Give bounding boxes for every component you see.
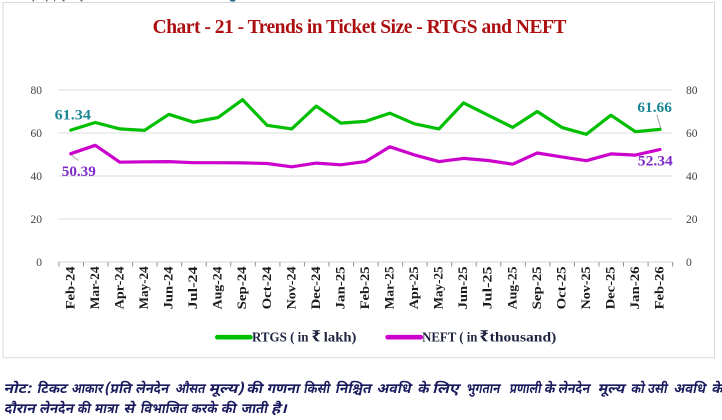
svg-text:Nov-24: Nov-24 bbox=[284, 266, 298, 310]
svg-text:Apr-25: Apr-25 bbox=[407, 266, 421, 309]
svg-text:Jul-24: Jul-24 bbox=[186, 266, 200, 310]
svg-text:Feb-24: Feb-24 bbox=[63, 266, 77, 310]
svg-text:52.34: 52.34 bbox=[638, 154, 674, 170]
svg-text:Aug-24: Aug-24 bbox=[211, 266, 225, 310]
svg-text:Jul-25: Jul-25 bbox=[481, 266, 495, 309]
svg-text:Mar-25: Mar-25 bbox=[383, 266, 397, 309]
svg-text:20: 20 bbox=[686, 214, 698, 226]
svg-text:60: 60 bbox=[686, 128, 698, 140]
svg-text:Sep-24: Sep-24 bbox=[235, 266, 249, 310]
svg-text:thousand): thousand) bbox=[490, 330, 557, 345]
svg-text:80: 80 bbox=[31, 85, 43, 97]
svg-text:RTGS ( in: RTGS ( in bbox=[252, 330, 309, 345]
svg-text:80: 80 bbox=[686, 85, 698, 97]
svg-text:61.66: 61.66 bbox=[637, 100, 672, 116]
svg-text:40: 40 bbox=[686, 171, 698, 183]
svg-text:Aug-25: Aug-25 bbox=[505, 266, 519, 309]
svg-text:May-24: May-24 bbox=[137, 266, 151, 310]
svg-text:Jan-25: Jan-25 bbox=[333, 266, 347, 309]
svg-text:60: 60 bbox=[31, 128, 43, 140]
svg-text:Oct-25: Oct-25 bbox=[554, 266, 568, 309]
svg-text:0: 0 bbox=[36, 257, 42, 269]
svg-text:Jun-25: Jun-25 bbox=[456, 266, 470, 309]
svg-text:50.39: 50.39 bbox=[62, 164, 96, 180]
svg-text:May-25: May-25 bbox=[432, 266, 446, 309]
svg-text:Jan-26: Jan-26 bbox=[628, 266, 642, 309]
svg-text:40: 40 bbox=[31, 171, 43, 183]
svg-text:0: 0 bbox=[686, 257, 692, 269]
svg-text:Dec-24: Dec-24 bbox=[309, 266, 323, 310]
svg-text:61.34: 61.34 bbox=[55, 107, 92, 123]
svg-text:Dec-25: Dec-25 bbox=[604, 266, 618, 309]
svg-text:Nov-25: Nov-25 bbox=[579, 266, 593, 309]
svg-text:Oct-24: Oct-24 bbox=[260, 266, 274, 310]
svg-text:Jun-24: Jun-24 bbox=[162, 266, 176, 310]
svg-text:Chart - 21 - Trends in Ticket: Chart - 21 - Trends in Ticket Size - RTG… bbox=[153, 17, 567, 38]
svg-text:Sep-25: Sep-25 bbox=[530, 266, 544, 309]
svg-text:Mar-24: Mar-24 bbox=[88, 266, 102, 310]
svg-text:lakh): lakh) bbox=[324, 330, 357, 345]
svg-text:Feb-26: Feb-26 bbox=[653, 266, 667, 309]
svg-text:20: 20 bbox=[31, 214, 43, 226]
svg-text:NEFT ( in: NEFT ( in bbox=[422, 330, 477, 345]
svg-text:Feb-25: Feb-25 bbox=[358, 266, 372, 309]
svg-text:Apr-24: Apr-24 bbox=[112, 266, 126, 310]
